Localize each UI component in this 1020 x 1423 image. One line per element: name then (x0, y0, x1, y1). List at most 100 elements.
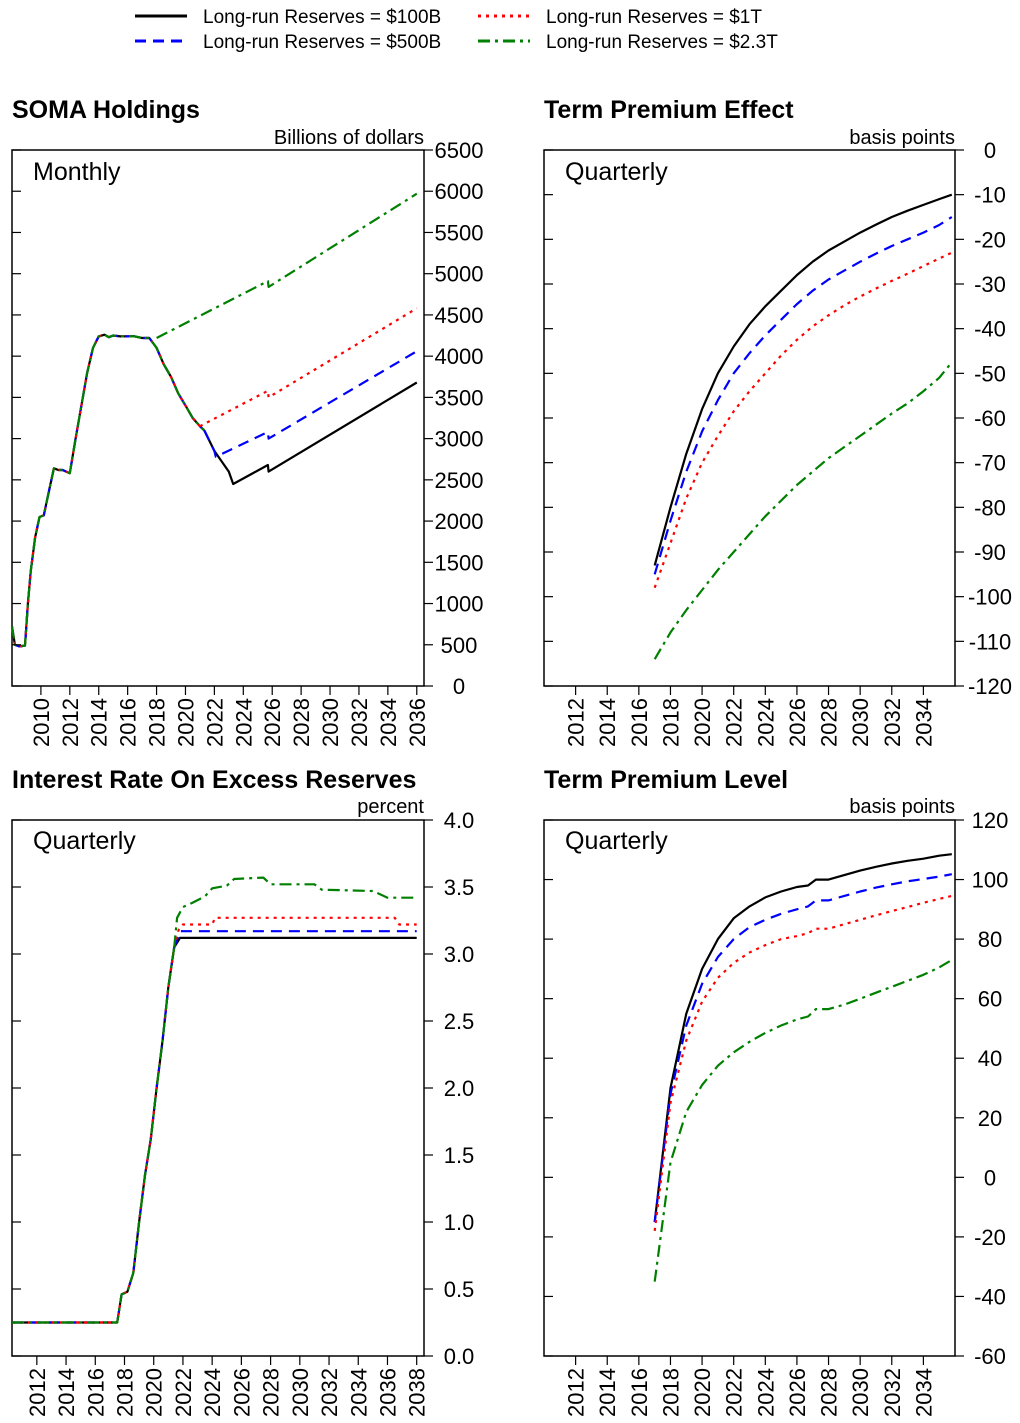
y-tick-label: -20 (974, 227, 1006, 252)
series-line-100b (653, 853, 952, 1223)
x-tick-label: 2034 (376, 698, 401, 747)
plot-area (653, 193, 953, 660)
x-tick-label: 2018 (659, 1368, 684, 1417)
series-line-history-100b (12, 947, 176, 1324)
y-tick-label: -40 (974, 317, 1006, 342)
y-tick-label: 4.0 (444, 808, 475, 833)
series-line-100b (653, 193, 953, 566)
x-tick-label: 2020 (174, 698, 199, 747)
x-tick-label: 2030 (848, 1368, 873, 1417)
frequency-label: Monthly (33, 158, 121, 186)
y-tick-label: -60 (974, 406, 1006, 431)
legend-label-500b: Long-run Reserves = $500B (203, 32, 441, 53)
panel-title: Interest Rate On Excess Reserves (12, 766, 416, 794)
y-tick-label: -100 (968, 585, 1012, 610)
x-tick-label: 2022 (171, 1368, 196, 1417)
y-axis-unit: percent (357, 796, 424, 818)
x-tick-label: 2034 (911, 698, 936, 747)
y-tick-label: 3.0 (444, 942, 475, 967)
x-tick-label: 2018 (113, 1368, 138, 1417)
series-line-history-2-3t (10, 333, 206, 648)
x-tick-label: 2016 (116, 698, 141, 747)
x-tick-label: 2012 (25, 1368, 50, 1417)
y-tick-label: 0.0 (444, 1344, 475, 1369)
series-line-2-3t (653, 959, 953, 1282)
x-tick-label: 2032 (880, 1368, 905, 1417)
x-tick-label: 2014 (54, 1368, 79, 1417)
y-tick-label: 1.0 (444, 1210, 475, 1235)
y-tick-label: -30 (974, 272, 1006, 297)
x-tick-label: 2020 (690, 1368, 715, 1417)
y-tick-label: 0 (984, 1165, 996, 1190)
x-tick-label: 2032 (347, 698, 372, 747)
x-tick-label: 2036 (376, 1368, 401, 1417)
x-tick-label: 2022 (722, 698, 747, 747)
y-tick-label: -60 (974, 1344, 1006, 1369)
plot-area (653, 853, 953, 1282)
y-tick-label: 5500 (435, 220, 484, 245)
y-tick-label: 40 (978, 1046, 1002, 1071)
y-tick-label: 3000 (435, 427, 484, 452)
y-axis-unit: basis points (849, 796, 955, 818)
series-line-2-3t (173, 876, 417, 948)
x-tick-label: 2026 (785, 1368, 810, 1417)
x-tick-label: 2022 (202, 698, 227, 747)
y-tick-label: 0 (984, 138, 996, 163)
series-line-500b (653, 873, 953, 1223)
x-tick-label: 2016 (627, 1368, 652, 1417)
x-tick-label: 2020 (142, 1368, 167, 1417)
y-tick-label: -10 (974, 183, 1006, 208)
x-tick-label: 2014 (595, 698, 620, 747)
y-tick-label: 3.5 (444, 875, 475, 900)
legend-item-500b: Long-run Reserves = $500B (135, 32, 441, 53)
plot-frame (543, 819, 956, 1357)
x-tick-label: 2028 (259, 1368, 284, 1417)
x-tick-label: 2026 (260, 698, 285, 747)
y-tick-label: -40 (974, 1284, 1006, 1309)
panel-title: Term Premium Effect (544, 96, 794, 124)
y-tick-label: 1000 (435, 592, 484, 617)
y-tick-label: -80 (974, 495, 1006, 520)
series-line-history-100b (10, 333, 206, 648)
plot-area (12, 876, 417, 1324)
x-tick-label: 2030 (848, 698, 873, 747)
y-tick-label: -90 (974, 540, 1006, 565)
x-tick-label: 2010 (29, 698, 54, 747)
series-line-history-500b (10, 333, 206, 648)
x-tick-label: 2024 (200, 1368, 225, 1417)
y-tick-label: 500 (441, 633, 478, 658)
series-line-1t (653, 251, 953, 589)
y-tick-label: -70 (974, 451, 1006, 476)
y-tick-label: 6000 (435, 179, 484, 204)
y-axis-unit: Billions of dollars (274, 127, 424, 149)
legend-item-100b: Long-run Reserves = $100B (135, 7, 441, 28)
term-premium-level-panel: Term Premium Level basis points Quarterl… (543, 766, 1008, 1417)
frequency-label: Quarterly (33, 827, 136, 855)
series-line-1t (653, 894, 953, 1232)
x-tick-label: 2024 (753, 698, 778, 747)
series-line-history-2-3t (12, 947, 176, 1324)
y-tick-label: 60 (978, 987, 1002, 1012)
legend-label-2-3t: Long-run Reserves = $2.3T (546, 32, 778, 53)
x-tick-label: 2028 (817, 698, 842, 747)
y-tick-label: 2.5 (444, 1009, 475, 1034)
soma-holdings-panel: SOMA Holdings Billions of dollars Monthl… (10, 96, 484, 747)
x-tick-label: 2030 (288, 1368, 313, 1417)
x-tick-label: 2026 (785, 698, 810, 747)
series-line-2-3t (653, 361, 953, 660)
series-line-history-1t (12, 947, 176, 1324)
y-tick-label: -110 (969, 629, 1011, 654)
plot-frame (11, 149, 425, 687)
y-tick-label: -120 (968, 674, 1012, 699)
y-tick-label: 5000 (435, 262, 484, 287)
x-tick-label: 2016 (83, 1368, 108, 1417)
plot-area (10, 192, 418, 648)
x-tick-label: 2024 (231, 698, 256, 747)
panel-title: SOMA Holdings (12, 96, 200, 124)
y-tick-label: 4500 (435, 303, 484, 328)
series-line-1t (173, 916, 417, 948)
y-tick-label: 3500 (435, 385, 484, 410)
x-tick-label: 2024 (753, 1368, 778, 1417)
x-tick-label: 2032 (317, 1368, 342, 1417)
y-tick-label: 80 (978, 927, 1002, 952)
